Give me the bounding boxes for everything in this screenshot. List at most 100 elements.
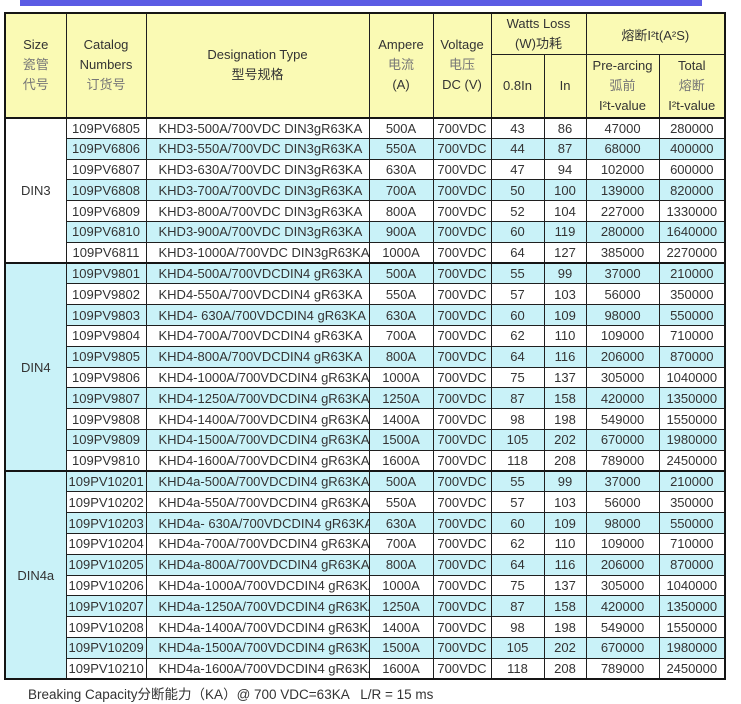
watts-loss-0p8in-cell: 87 bbox=[490, 595, 545, 618]
header-row-top: Size 瓷管 代号 Catalog Numbers 订货号 Designati… bbox=[4, 12, 726, 118]
header-line: 代号 bbox=[22, 77, 49, 93]
voltage-cell: 700VDC bbox=[432, 616, 492, 638]
fuse-spec-table: Size 瓷管 代号 Catalog Numbers 订货号 Designati… bbox=[4, 12, 727, 681]
watts-loss-in-cell: 103 bbox=[543, 283, 587, 306]
header-line: DC (V) bbox=[442, 77, 482, 93]
catalog-number-cell: 109PV9802 bbox=[65, 283, 147, 306]
prearcing-i2t-cell: 670000 bbox=[585, 428, 660, 451]
prearcing-i2t-cell: 37000 bbox=[585, 262, 660, 285]
col-header-ampere: Ampere 电流 (A) bbox=[368, 12, 434, 118]
top-divider-bar bbox=[20, 0, 702, 6]
header-line: Designation Type bbox=[207, 47, 308, 63]
voltage-cell: 700VDC bbox=[432, 491, 492, 514]
header-line: Total bbox=[678, 57, 706, 73]
ampere-cell: 900A bbox=[368, 220, 434, 243]
header-line: 熔断I²t(A²S) bbox=[621, 27, 690, 43]
ampere-cell: 630A bbox=[368, 304, 434, 326]
total-i2t-cell: 550000 bbox=[658, 512, 726, 534]
col-header-catalog-numbers: Catalog Numbers 订货号 bbox=[65, 12, 147, 118]
voltage-cell: 700VDC bbox=[432, 532, 492, 555]
prearcing-i2t-cell: 109000 bbox=[585, 532, 660, 555]
catalog-number-cell: 109PV6811 bbox=[65, 241, 147, 264]
catalog-number-cell: 109PV10202 bbox=[65, 491, 147, 514]
catalog-number-cell: 109PV10203 bbox=[65, 512, 147, 534]
ampere-cell: 630A bbox=[368, 158, 434, 181]
total-i2t-cell: 2450000 bbox=[658, 657, 726, 680]
voltage-cell: 700VDC bbox=[432, 200, 492, 222]
voltage-cell: 700VDC bbox=[432, 408, 492, 430]
ampere-cell: 1000A bbox=[368, 366, 434, 389]
total-i2t-cell: 280000 bbox=[658, 116, 726, 139]
ampere-cell: 1400A bbox=[368, 408, 434, 430]
catalog-number-cell: 109PV6807 bbox=[65, 158, 147, 181]
prearcing-i2t-cell: 68000 bbox=[585, 137, 660, 160]
prearcing-i2t-cell: 98000 bbox=[585, 304, 660, 326]
voltage-cell: 700VDC bbox=[432, 428, 492, 451]
header-line: I²t-value bbox=[668, 97, 716, 113]
catalog-number-cell: 109PV10201 bbox=[65, 470, 147, 493]
watts-loss-0p8in-cell: 47 bbox=[490, 158, 545, 181]
prearcing-i2t-cell: 305000 bbox=[585, 574, 660, 597]
total-i2t-cell: 820000 bbox=[658, 179, 726, 202]
col-header-watts-loss: Watts Loss (W)功耗 bbox=[490, 12, 587, 55]
catalog-number-cell: 109PV9805 bbox=[65, 345, 147, 368]
table-row: 109PV9810 KHD4-1600A/700VDCDIN4 gR63KA 160… bbox=[5, 449, 726, 472]
prearcing-i2t-cell: 280000 bbox=[585, 220, 660, 243]
prearcing-i2t-cell: 37000 bbox=[585, 470, 660, 493]
watts-loss-in-cell: 109 bbox=[543, 512, 587, 534]
watts-loss-0p8in-cell: 44 bbox=[490, 137, 545, 160]
watts-loss-0p8in-cell: 55 bbox=[490, 262, 545, 285]
ampere-cell: 500A bbox=[368, 262, 434, 285]
col-header-0p8in: 0.8In bbox=[490, 54, 545, 118]
watts-loss-0p8in-cell: 60 bbox=[490, 304, 545, 326]
catalog-number-cell: 109PV9808 bbox=[65, 408, 147, 430]
header-line: (A) bbox=[392, 77, 410, 93]
designation-type-cell: KHD3-700A/700VDC DIN3gR63KA bbox=[145, 179, 370, 202]
header-line: Pre-arcing bbox=[592, 57, 653, 73]
table-row: 109PV9802 KHD4-550A/700VDCDIN4 gR63KA 550A… bbox=[5, 283, 726, 306]
table-row: 109PV9809 KHD4-1500A/700VDCDIN4 gR63KA 150… bbox=[5, 428, 726, 451]
total-i2t-cell: 400000 bbox=[658, 137, 726, 160]
prearcing-i2t-cell: 56000 bbox=[585, 491, 660, 514]
ampere-cell: 550A bbox=[368, 137, 434, 160]
ampere-cell: 630A bbox=[368, 512, 434, 534]
designation-type-cell: KHD4-1500A/700VDCDIN4 gR63KA bbox=[145, 428, 370, 451]
voltage-cell: 700VDC bbox=[432, 241, 492, 264]
voltage-cell: 700VDC bbox=[432, 470, 492, 493]
prearcing-i2t-cell: 109000 bbox=[585, 324, 660, 347]
total-i2t-cell: 350000 bbox=[658, 491, 726, 514]
total-i2t-cell: 1640000 bbox=[658, 220, 726, 243]
header-row-sub: 0.8In In Pre-arcing 弧前 I²t-value Total 熔… bbox=[5, 54, 726, 118]
watts-loss-in-cell: 127 bbox=[543, 241, 587, 264]
ampere-cell: 500A bbox=[368, 470, 434, 493]
designation-type-cell: KHD4-550A/700VDCDIN4 gR63KA bbox=[145, 283, 370, 306]
prearcing-i2t-cell: 549000 bbox=[585, 616, 660, 638]
total-i2t-cell: 1040000 bbox=[658, 574, 726, 597]
ampere-cell: 1500A bbox=[368, 636, 434, 659]
designation-type-cell: KHD4a-1500A/700VDCDIN4 gR63KA bbox=[145, 636, 370, 659]
watts-loss-in-cell: 87 bbox=[543, 137, 587, 160]
table-row: 109PV10206 KHD4a-1000A/700VDCDIN4 gR63KA 1… bbox=[5, 574, 726, 597]
total-i2t-cell: 1980000 bbox=[658, 636, 726, 659]
size-group-label: DIN4 bbox=[4, 262, 67, 472]
watts-loss-in-cell: 110 bbox=[543, 532, 587, 555]
table-row: 109PV6810 KHD3-900A/700VDC DIN3gR63KA 900A… bbox=[5, 220, 726, 243]
designation-type-cell: KHD4a-1000A/700VDCDIN4 gR63KA bbox=[145, 574, 370, 597]
table-row: 109PV6811 KHD3-1000A/700VDC DIN3gR63KA 100… bbox=[5, 241, 726, 264]
designation-type-cell: KHD4- 630A/700VDCDIN4 gR63KA bbox=[145, 304, 370, 326]
watts-loss-in-cell: 158 bbox=[543, 387, 587, 410]
header-line: Voltage bbox=[440, 37, 484, 53]
watts-loss-0p8in-cell: 52 bbox=[490, 200, 545, 222]
total-i2t-cell: 1550000 bbox=[658, 408, 726, 430]
total-i2t-cell: 2270000 bbox=[658, 241, 726, 264]
watts-loss-in-cell: 116 bbox=[543, 345, 587, 368]
table-row: 109PV9807 KHD4-1250A/700VDCDIN4 gR63KA 125… bbox=[5, 387, 726, 410]
ampere-cell: 550A bbox=[368, 491, 434, 514]
header-line: (W)功耗 bbox=[515, 36, 562, 51]
designation-type-cell: KHD4-1400A/700VDCDIN4 gR63KA bbox=[145, 408, 370, 430]
catalog-number-cell: 109PV6809 bbox=[65, 200, 147, 222]
watts-loss-0p8in-cell: 105 bbox=[490, 636, 545, 659]
header-line: Ampere bbox=[378, 37, 424, 53]
prearcing-i2t-cell: 385000 bbox=[585, 241, 660, 264]
table-row: 109PV6806 KHD3-550A/700VDC DIN3gR63KA 550A… bbox=[5, 137, 726, 160]
